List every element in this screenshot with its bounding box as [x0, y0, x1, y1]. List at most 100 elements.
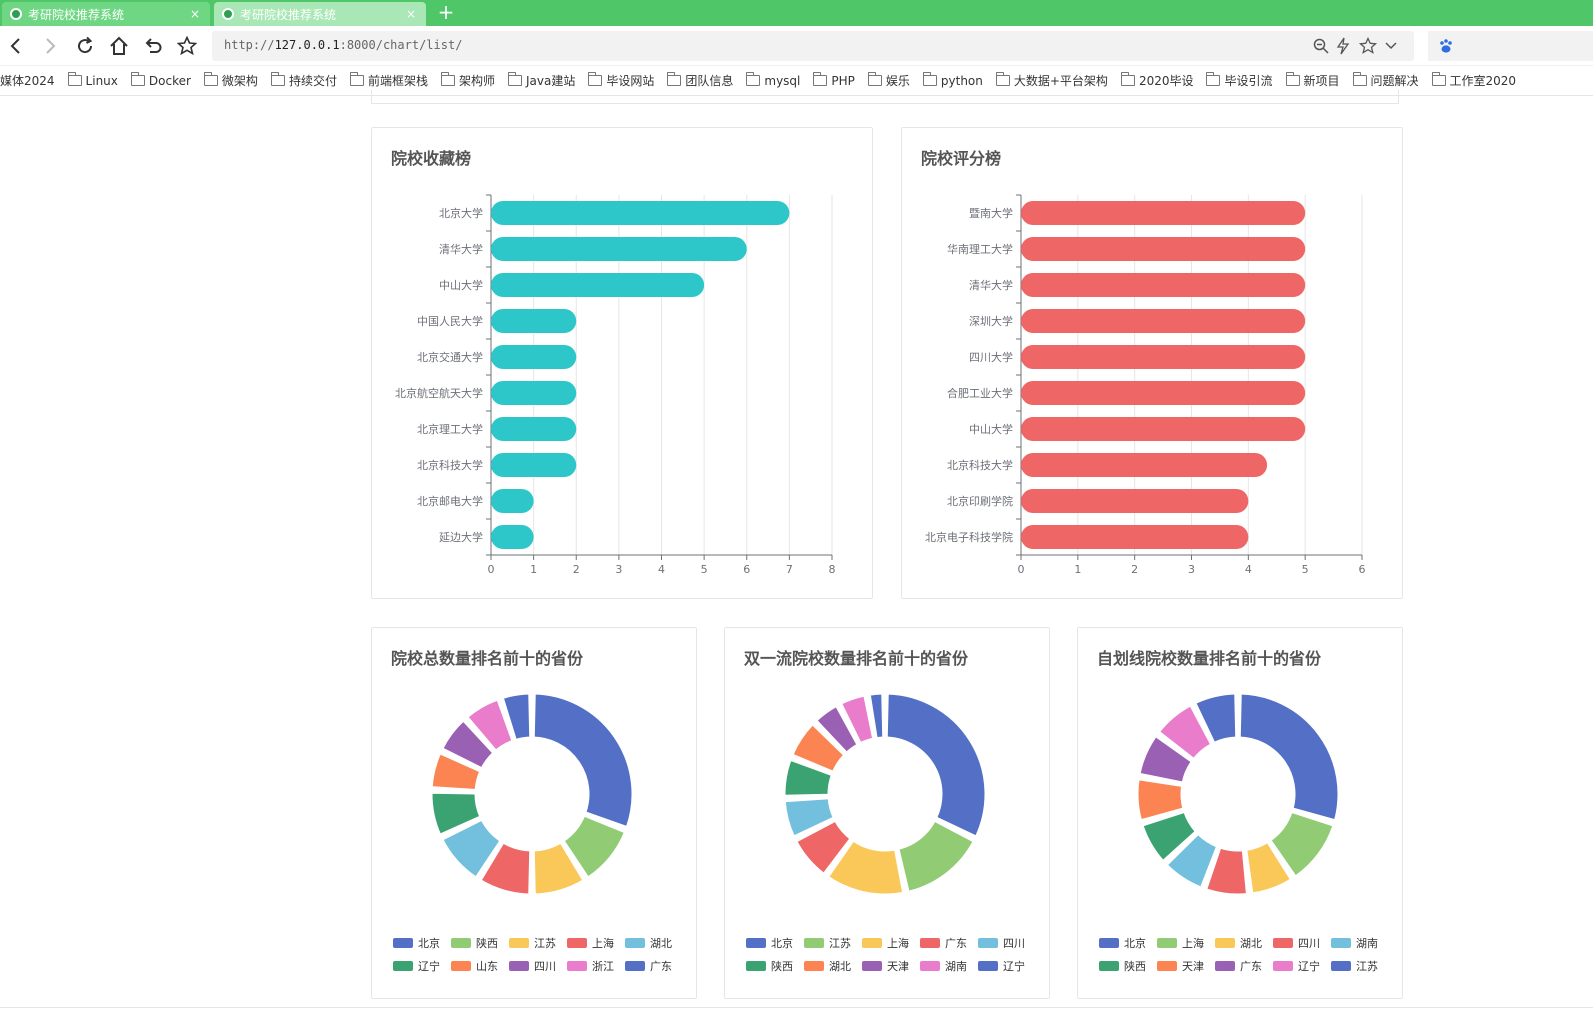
undo-icon [145, 38, 162, 53]
chevron-down-icon[interactable] [1382, 37, 1400, 55]
legend-label: 湖南 [1356, 937, 1378, 950]
bookmark-star-button[interactable] [175, 34, 199, 58]
bookmark-folder[interactable]: Docker [130, 72, 191, 88]
x-tick-label: 5 [1302, 563, 1309, 576]
donut-slice [531, 840, 586, 897]
bookmark-label: Java建站 [525, 74, 576, 88]
star-icon [177, 36, 197, 56]
home-button[interactable] [107, 34, 131, 58]
bookmark-label: 2020毕设 [1138, 74, 1194, 88]
bookmark-folder[interactable]: 新项目 [1285, 72, 1340, 89]
tab-close-icon[interactable]: × [189, 7, 201, 21]
bookmark-folder[interactable]: 毕设引流 [1206, 72, 1273, 89]
legend-swatch [509, 961, 529, 971]
favorites-card: 院校收藏榜 0 1 2 3 4 5 6 7 8 北京大学 清华大学 中山大学 中国人民大学 北京交通大学北… [371, 127, 873, 599]
donut-slice [1135, 777, 1186, 823]
bookmark-folder[interactable]: 团队信息 [667, 72, 733, 89]
bookmark-folder[interactable]: 毕设网站 [588, 72, 654, 89]
donut-slice [1204, 845, 1249, 897]
browser-tab[interactable]: 考研院校推荐系统 × [2, 2, 210, 26]
forward-button[interactable] [38, 34, 62, 58]
y-category-label: 北京科技大学 [417, 458, 483, 472]
bookmark-folder[interactable]: 媒体2024 [0, 72, 55, 89]
legend-label: 天津 [1182, 960, 1204, 973]
bookmark-folder[interactable]: 持续交付 [270, 72, 337, 89]
bar [1021, 345, 1306, 369]
legend-label: 江苏 [534, 937, 556, 950]
tab-close-icon[interactable]: × [405, 7, 417, 21]
url-path: :8000/chart/list/ [339, 38, 463, 52]
legend-swatch [393, 938, 413, 948]
y-category-label: 中山大学 [439, 278, 483, 292]
y-category-label: 中国人民大学 [417, 314, 483, 328]
zoom-icon[interactable] [1312, 37, 1330, 55]
x-tick-label: 0 [1018, 563, 1025, 576]
legend-swatch [1331, 961, 1351, 971]
bookmarks-bar: 媒体2024 Linux Docker 微架构 持续交付 前端框架栈 架构师 Java建站 毕设… [0, 66, 1593, 96]
bookmark-folder[interactable]: mysql [746, 72, 800, 88]
card-title: 自划线院校数量排名前十的省份 [1097, 649, 1322, 668]
bookmark-folder[interactable]: python [922, 72, 983, 88]
y-category-label: 北京印刷学院 [947, 494, 1013, 508]
undo-close-button[interactable] [141, 34, 165, 58]
donut-slice [440, 817, 503, 880]
bookmark-folder[interactable]: PHP [813, 72, 855, 88]
legend-label: 陕西 [476, 936, 498, 950]
bookmark-folder[interactable]: 2020毕设 [1120, 72, 1194, 89]
url-host: 127.0.0.1 [274, 38, 340, 52]
url-scheme: http:// [224, 38, 275, 52]
bookmark-label: 媒体2024 [0, 74, 55, 88]
legend-label: 上海 [592, 936, 614, 950]
search-engine-box[interactable] [1428, 31, 1593, 61]
legend-label: 天津 [887, 960, 909, 973]
legend-label: 湖北 [650, 937, 672, 950]
back-button[interactable] [4, 34, 28, 58]
bookmark-folder[interactable]: 工作室2020 [1431, 72, 1516, 89]
legend-label: 上海 [1182, 936, 1204, 950]
tab-bar: 考研院校推荐系统 × 考研院校推荐系统 × + [0, 0, 1593, 26]
bookmark-label: 微架构 [221, 74, 258, 88]
legend-swatch [451, 961, 471, 971]
folder-icon [270, 72, 285, 86]
legend-label: 陕西 [1124, 959, 1146, 973]
browser-tab-active[interactable]: 考研院校推荐系统 × [214, 2, 426, 26]
bar [491, 381, 577, 405]
legend-label: 江苏 [1356, 960, 1378, 973]
legend-label: 湖北 [829, 960, 851, 973]
bookmark-label: 架构师 [458, 74, 495, 88]
x-tick-label: 1 [530, 563, 537, 576]
legend-label: 上海 [887, 936, 909, 950]
legend-swatch [746, 961, 766, 971]
lightning-icon[interactable] [1334, 37, 1352, 55]
legend-swatch [1157, 938, 1177, 948]
legend-swatch [978, 938, 998, 948]
bookmark-folder[interactable]: 架构师 [440, 72, 495, 89]
y-category-label: 北京电子科技学院 [925, 530, 1013, 544]
ratings-bar-chart: 0 1 2 3 4 5 6 暨南大学华南理工大学清华大学深圳大学四川大学合肥工业大学中山大学北… [925, 194, 1366, 576]
donut-slice [782, 796, 836, 839]
bookmark-folder[interactable]: 娱乐 [867, 72, 910, 89]
bookmark-folder[interactable]: 微架构 [203, 72, 258, 89]
bookmark-folder[interactable]: 大数据+平台架构 [995, 72, 1108, 89]
legend-swatch [1273, 938, 1293, 948]
donut-slice [465, 697, 515, 753]
legend-swatch [1331, 938, 1351, 948]
address-bar[interactable]: http://127.0.0.1:8000/chart/list/ [212, 31, 1414, 61]
y-category-label: 北京理工大学 [417, 422, 483, 436]
bookmark-folder[interactable]: 前端框架栈 [349, 72, 428, 89]
bookmark-folder[interactable]: Java建站 [507, 72, 576, 89]
bookmark-folder[interactable]: 问题解决 [1352, 72, 1419, 89]
bookmark-label: python [940, 73, 983, 88]
new-tab-button[interactable]: + [437, 0, 455, 24]
legend-swatch [1099, 938, 1119, 948]
bookmark-folder[interactable]: Linux [67, 72, 118, 88]
x-tick-label: 2 [1131, 563, 1138, 576]
donut-slice [790, 722, 847, 774]
previous-card-bottom [371, 90, 1399, 104]
donut-slice [531, 691, 635, 830]
legend-label: 北京 [771, 936, 793, 950]
donut-slice [1137, 734, 1194, 785]
reload-button[interactable] [73, 34, 97, 58]
favorite-star-icon[interactable] [1359, 37, 1377, 55]
legend-label: 湖北 [1240, 937, 1262, 950]
